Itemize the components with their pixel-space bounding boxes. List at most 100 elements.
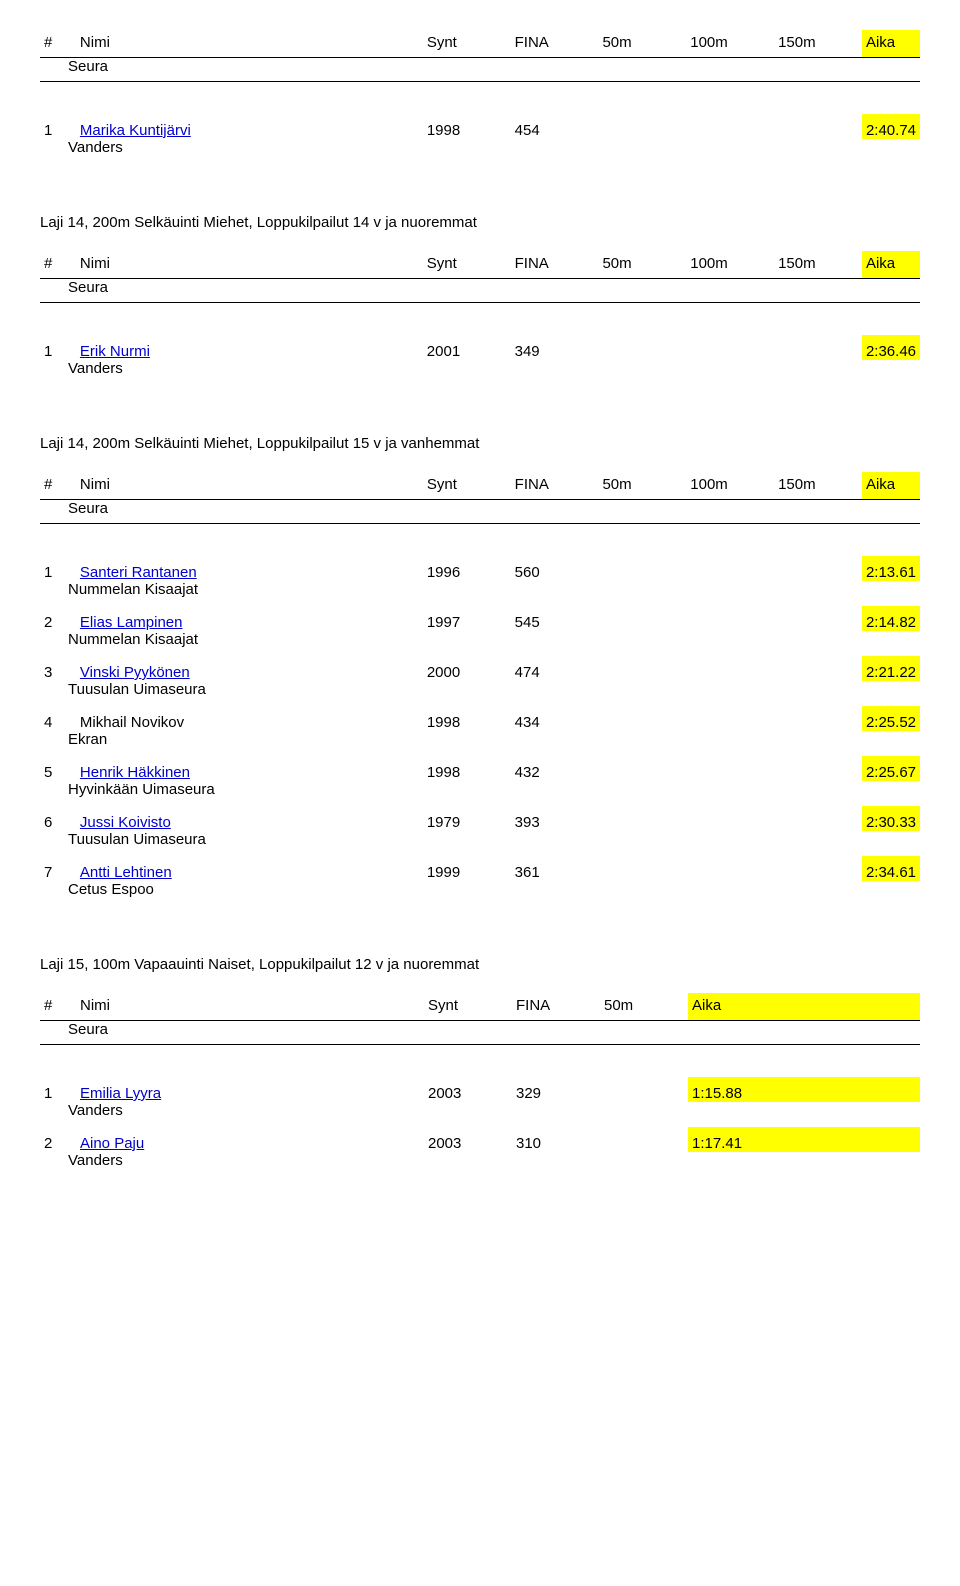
col-synt: Synt: [423, 251, 511, 279]
final-time: 2:30.33: [862, 806, 920, 831]
col-synt: Synt: [423, 30, 511, 58]
swimmer-name[interactable]: Vinski Pyykönen: [76, 656, 423, 681]
split-time: [686, 706, 774, 731]
split-time: [598, 114, 686, 139]
final-time: 1:15.88: [688, 1077, 920, 1102]
col-aika: Aika: [862, 30, 920, 58]
col-nimi: Nimi: [76, 472, 423, 500]
table-row: 4Mikhail Novikov1998434 2:25.52: [40, 706, 920, 731]
col-aika: Aika: [862, 251, 920, 279]
final-time: 1:17.41: [688, 1127, 920, 1152]
fina-points: 545: [511, 606, 599, 631]
rank: 4: [40, 706, 76, 731]
col-split-0: 50m: [598, 251, 686, 279]
swimmer-name[interactable]: Jussi Koivisto: [76, 806, 423, 831]
split-time: [686, 556, 774, 581]
birth-year: 2003: [424, 1077, 512, 1102]
split-time: [598, 335, 686, 360]
col-synt: Synt: [424, 993, 512, 1021]
col-split-2: 150m: [774, 251, 862, 279]
fina-points: 434: [511, 706, 599, 731]
split-time: [598, 706, 686, 731]
col-split-2: 150m: [774, 30, 862, 58]
split-time: [774, 606, 862, 631]
final-time: 2:25.52: [862, 706, 920, 731]
col-split-2: 150m: [774, 472, 862, 500]
fina-points: 432: [511, 756, 599, 781]
final-time: 2:25.67: [862, 756, 920, 781]
fina-points: 454: [511, 114, 599, 139]
club-name: Vanders: [40, 1102, 920, 1127]
rank: 7: [40, 856, 76, 881]
col-aika: Aika: [688, 993, 920, 1021]
club-name: Tuusulan Uimaseura: [40, 831, 920, 856]
col-fina: FINA: [512, 993, 600, 1021]
swimmer-name[interactable]: Emilia Lyyra: [76, 1077, 424, 1102]
rank: 5: [40, 756, 76, 781]
final-time: 2:13.61: [862, 556, 920, 581]
table-row: 5Henrik Häkkinen 1998432 2:25.67: [40, 756, 920, 781]
club-name: Ekran: [40, 731, 920, 756]
swimmer-name[interactable]: Santeri Rantanen: [76, 556, 423, 581]
split-time: [686, 656, 774, 681]
swimmer-name: Mikhail Novikov: [76, 706, 423, 731]
final-time: 2:40.74: [862, 114, 920, 139]
birth-year: 2000: [423, 656, 511, 681]
fina-points: 361: [511, 856, 599, 881]
event-title: Laji 14, 200m Selkäuinti Miehet, Loppuki…: [40, 214, 920, 231]
fina-points: 393: [511, 806, 599, 831]
col-hash: #: [40, 30, 76, 58]
rank: 3: [40, 656, 76, 681]
split-time: [774, 556, 862, 581]
col-fina: FINA: [511, 251, 599, 279]
split-time: [774, 756, 862, 781]
swimmer-name[interactable]: Elias Lampinen: [76, 606, 423, 631]
swimmer-name[interactable]: Aino Paju: [76, 1127, 424, 1152]
swimmer-name[interactable]: Erik Nurmi: [76, 335, 423, 360]
rank: 1: [40, 1077, 76, 1102]
birth-year: 2003: [424, 1127, 512, 1152]
club-name: Vanders: [40, 360, 920, 385]
split-time: [686, 335, 774, 360]
fina-points: 349: [511, 335, 599, 360]
table-row: 1Marika Kuntijärvi 19984542:40.74: [40, 114, 920, 139]
col-split-0: 50m: [600, 993, 688, 1021]
final-time: 2:14.82: [862, 606, 920, 631]
split-time: [774, 335, 862, 360]
event-title: Laji 15, 100m Vapaauinti Naiset, Loppuki…: [40, 956, 920, 973]
col-split-1: 100m: [686, 251, 774, 279]
col-hash: #: [40, 472, 76, 500]
birth-year: 1998: [423, 706, 511, 731]
birth-year: 2001: [423, 335, 511, 360]
swimmer-name[interactable]: Antti Lehtinen: [76, 856, 423, 881]
final-time: 2:21.22: [862, 656, 920, 681]
split-time: [686, 856, 774, 881]
col-split-1: 100m: [686, 30, 774, 58]
table-row: 1Erik Nurmi 20013492:36.46: [40, 335, 920, 360]
col-split-0: 50m: [598, 30, 686, 58]
col-split-1: 100m: [686, 472, 774, 500]
results-table: #NimiSyntFINA50mAikaSeura1Emilia Lyyra 2…: [40, 993, 920, 1177]
split-time: [686, 756, 774, 781]
birth-year: 1999: [423, 856, 511, 881]
split-time: [774, 114, 862, 139]
table-row: 3Vinski Pyykönen 20004742:21.22: [40, 656, 920, 681]
birth-year: 1998: [423, 756, 511, 781]
table-row: 2Elias Lampinen 19975452:14.82: [40, 606, 920, 631]
col-hash: #: [40, 993, 76, 1021]
swimmer-name[interactable]: Marika Kuntijärvi: [76, 114, 423, 139]
col-synt: Synt: [423, 472, 511, 500]
event-title: Laji 14, 200m Selkäuinti Miehet, Loppuki…: [40, 435, 920, 452]
results-table: #NimiSyntFINA50m100m150mAikaSeura1Marika…: [40, 30, 920, 164]
birth-year: 1997: [423, 606, 511, 631]
col-aika: Aika: [862, 472, 920, 500]
rank: 1: [40, 556, 76, 581]
split-time: [774, 806, 862, 831]
split-time: [598, 756, 686, 781]
swimmer-name[interactable]: Henrik Häkkinen: [76, 756, 423, 781]
final-time: 2:36.46: [862, 335, 920, 360]
split-time: [598, 806, 686, 831]
split-time: [598, 656, 686, 681]
split-time: [686, 114, 774, 139]
club-name: Vanders: [40, 139, 920, 164]
